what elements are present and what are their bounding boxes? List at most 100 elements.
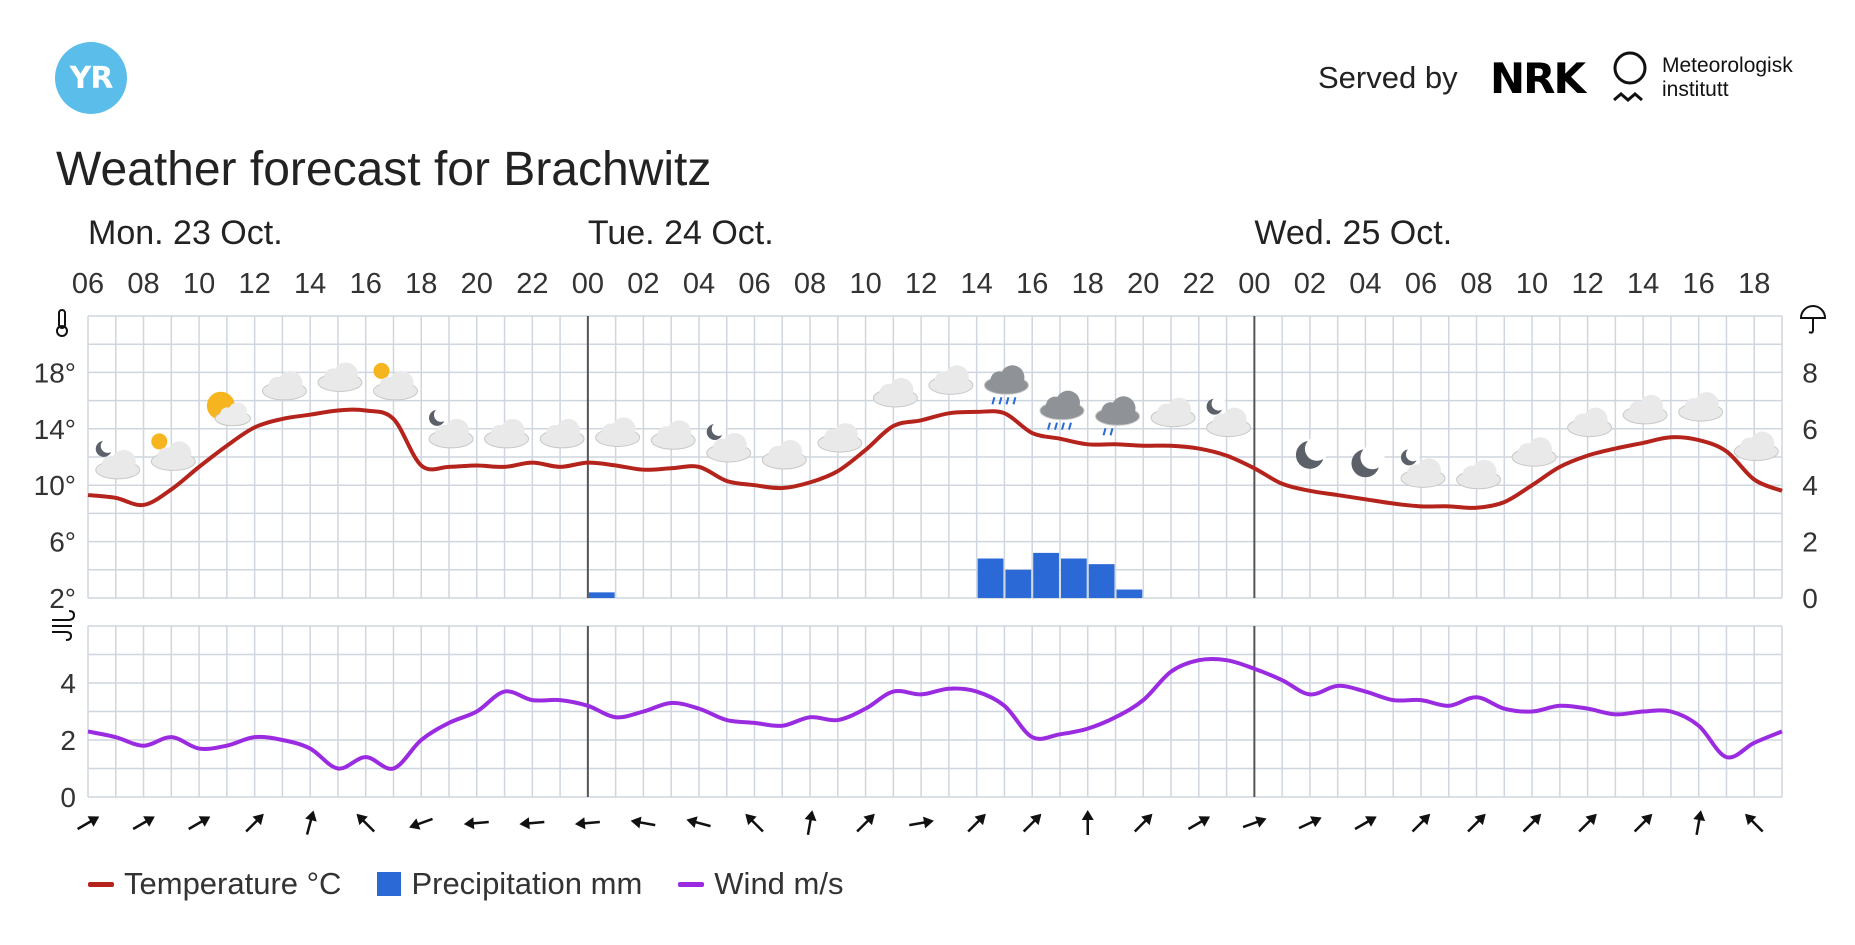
legend-temperature-swatch <box>88 881 114 887</box>
wind-direction-arrow <box>305 810 317 835</box>
weather-symbol-night-partly-cloudy <box>1206 396 1252 438</box>
temperature-tick-label: 10° <box>34 470 76 501</box>
day-separators <box>586 316 1256 797</box>
wind-direction-arrow <box>409 817 433 830</box>
legend-temperature-label: Temperature °C <box>124 866 342 901</box>
hour-tick-label: 04 <box>1349 268 1381 300</box>
weather-symbol-cloudy <box>1511 437 1557 467</box>
precipitation-bar <box>1033 552 1059 598</box>
wind-direction-arrow <box>1354 816 1377 831</box>
hour-tick-label: 02 <box>1294 268 1326 300</box>
weather-symbol-rain <box>983 365 1029 405</box>
temperature-line <box>87 407 1783 510</box>
hour-tick-label: 08 <box>127 268 159 300</box>
weather-symbol-cloudy <box>539 418 585 449</box>
chart-legend: Temperature °C Precipitation mm Wind m/s <box>88 866 879 902</box>
hour-tick-label: 22 <box>516 268 548 300</box>
forecast-chart: Mon. 23 Oct. Tue. 24 Oct. Wed. 25 Oct. 06 0… <box>34 214 1827 836</box>
wind-direction-arrow <box>574 817 600 830</box>
hour-tick-label: 20 <box>461 268 493 300</box>
hour-tick-label: 16 <box>350 268 382 300</box>
wind-direction-arrow <box>1522 813 1542 833</box>
wind-direction-arrow <box>1298 816 1322 830</box>
legend-wind-swatch <box>678 881 705 887</box>
wind-direction-arrow <box>519 817 545 830</box>
hour-tick-label: 10 <box>849 268 881 300</box>
day-label: Tue. 24 Oct. <box>588 214 774 252</box>
nrk-logo[interactable]: NRK <box>1490 54 1586 103</box>
hour-tick-label: 10 <box>1516 268 1548 300</box>
precipitation-tick-label: 4 <box>1802 470 1818 501</box>
weather-symbol-rain <box>1039 390 1085 430</box>
precipitation-tick-label: 2 <box>1802 527 1818 558</box>
precipitation-tick-label: 6 <box>1802 414 1818 445</box>
hour-labels: 06 08 10 12 14 16 18 20 22 00 02 04 06 08 10 12 14 16 18 20… <box>72 268 1770 300</box>
umbrella-icon <box>1799 305 1827 334</box>
weather-symbol-day-partly-cloudy <box>150 433 196 471</box>
weather-symbol-cloudy <box>1150 397 1196 428</box>
met-institute-icon <box>1613 51 1647 102</box>
weather-symbol-cloudy <box>1567 407 1613 438</box>
hour-tick-label: 14 <box>294 268 326 300</box>
legend-precipitation[interactable]: Precipitation mm <box>377 866 642 902</box>
precipitation-axis: 0 2 4 6 8 <box>1802 357 1818 614</box>
wind-tick-label: 2 <box>60 725 76 756</box>
temperature-tick-label: 2° <box>49 583 76 614</box>
temperature-axis: 2° 6° 10° 14° 18° <box>34 357 76 614</box>
weather-symbol-cloudy <box>761 440 807 470</box>
weather-symbol-cloudy <box>595 417 641 447</box>
page-title: Weather forecast for Brachwitz <box>56 143 712 196</box>
weather-symbol-cloudy <box>1456 459 1502 490</box>
precipitation-bar <box>1060 558 1087 598</box>
thermometer-icon <box>56 309 68 337</box>
precipitation-bar <box>977 558 1004 598</box>
weather-symbols <box>95 362 1779 490</box>
wind-direction-arrow <box>1578 813 1597 833</box>
day-labels: Mon. 23 Oct. Tue. 24 Oct. Wed. 25 Oct. <box>88 214 1452 252</box>
temperature-tick-label: 6° <box>49 527 76 558</box>
hour-tick-label: 04 <box>683 268 715 300</box>
wind-direction-arrow <box>1133 813 1153 833</box>
yr-logo[interactable]: YR <box>55 42 127 114</box>
wind-direction-arrow <box>356 813 376 833</box>
wind-line <box>87 656 1783 771</box>
wind-direction-arrow <box>1693 810 1706 836</box>
weather-symbol-night-partly-cloudy <box>706 421 752 463</box>
weather-symbol-cloudy <box>1678 392 1724 422</box>
hour-tick-label: 06 <box>738 268 770 300</box>
hour-tick-label: 16 <box>1683 268 1715 300</box>
weather-symbol-night-partly-cloudy <box>428 407 474 449</box>
weather-symbol-cloudy <box>650 420 696 450</box>
hour-tick-label: 14 <box>961 268 993 300</box>
hour-tick-label: 18 <box>1738 268 1770 300</box>
wind-direction-arrow <box>1242 816 1267 829</box>
legend-temperature[interactable]: Temperature °C <box>88 866 341 902</box>
temperature-line-group <box>87 407 1783 510</box>
weather-symbol-clear-night <box>1351 445 1385 478</box>
wind-direction-arrow <box>76 816 100 831</box>
weather-symbol-cloudy <box>872 377 918 408</box>
hour-tick-label: 08 <box>794 268 826 300</box>
hour-tick-label: 16 <box>1016 268 1048 300</box>
wind-direction-arrow <box>967 813 986 833</box>
day-label: Wed. 25 Oct. <box>1254 214 1452 252</box>
precipitation-tick-label: 8 <box>1802 357 1818 388</box>
met-institute-logo-text[interactable]: Meteorologisk institutt <box>1662 54 1793 101</box>
wind-direction-arrow <box>686 816 711 829</box>
wind-direction-arrow <box>1022 813 1042 833</box>
weather-symbol-cloudy <box>817 423 863 453</box>
weather-symbol-clear-night <box>1295 436 1329 469</box>
wind-tick-label: 0 <box>60 782 76 813</box>
wind-direction-arrow <box>856 813 875 833</box>
wind-direction-arrow <box>909 816 934 829</box>
hour-tick-label: 18 <box>1072 268 1104 300</box>
wind-line-group <box>87 656 1783 771</box>
hour-tick-label: 12 <box>905 268 937 300</box>
weather-symbol-fair <box>206 391 251 427</box>
precipitation-bars <box>588 552 1143 598</box>
hour-tick-label: 02 <box>627 268 659 300</box>
precipitation-bar <box>1088 564 1115 598</box>
legend-precipitation-swatch <box>377 872 402 896</box>
wind-icon <box>52 610 76 641</box>
legend-wind[interactable]: Wind m/s <box>678 866 843 902</box>
